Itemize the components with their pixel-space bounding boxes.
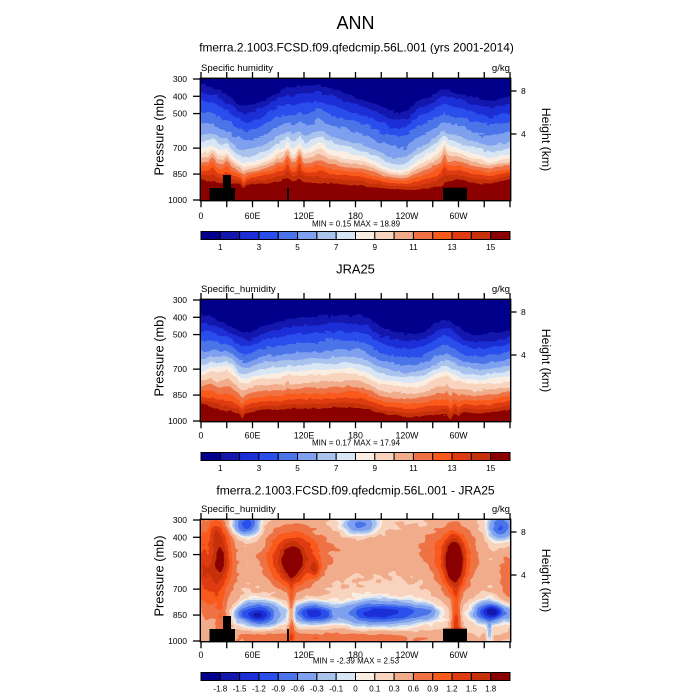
- svg-text:5: 5: [295, 464, 300, 473]
- svg-text:9: 9: [373, 243, 378, 252]
- svg-text:MIN = 0.15 MAX = 18.89: MIN = 0.15 MAX = 18.89: [312, 219, 401, 228]
- svg-text:60E: 60E: [245, 211, 261, 221]
- svg-text:120W: 120W: [396, 211, 420, 221]
- svg-text:0.9: 0.9: [427, 685, 439, 694]
- svg-text:300: 300: [173, 74, 187, 84]
- svg-text:120W: 120W: [396, 431, 420, 441]
- svg-text:700: 700: [173, 584, 187, 594]
- svg-text:400: 400: [173, 312, 187, 322]
- svg-text:180: 180: [348, 431, 363, 441]
- svg-text:g/kg: g/kg: [492, 284, 510, 295]
- svg-text:0: 0: [199, 431, 204, 441]
- svg-text:Specific_humidity: Specific_humidity: [201, 284, 276, 295]
- svg-text:0: 0: [199, 650, 204, 660]
- svg-text:60W: 60W: [449, 431, 468, 441]
- svg-text:0: 0: [199, 211, 204, 221]
- svg-text:Pressure (mb): Pressure (mb): [152, 315, 167, 396]
- svg-text:400: 400: [173, 91, 187, 101]
- svg-text:1000: 1000: [168, 195, 187, 205]
- svg-text:11: 11: [409, 464, 418, 473]
- svg-text:500: 500: [173, 109, 187, 119]
- svg-text:8: 8: [521, 527, 526, 537]
- svg-text:120E: 120E: [294, 650, 315, 660]
- svg-text:120E: 120E: [294, 211, 315, 221]
- svg-text:9: 9: [373, 464, 378, 473]
- svg-text:-1.2: -1.2: [252, 685, 266, 694]
- svg-text:1: 1: [218, 243, 223, 252]
- svg-text:8: 8: [521, 86, 526, 96]
- svg-text:60E: 60E: [245, 431, 261, 441]
- svg-text:500: 500: [173, 550, 187, 560]
- svg-text:3: 3: [257, 243, 262, 252]
- svg-text:MIN = -2.39 MAX = 2.53: MIN = -2.39 MAX = 2.53: [313, 657, 400, 666]
- svg-text:Height (km): Height (km): [539, 108, 553, 172]
- svg-text:1000: 1000: [168, 636, 187, 646]
- svg-text:180: 180: [348, 211, 363, 221]
- svg-text:g/kg: g/kg: [492, 504, 510, 515]
- svg-text:8: 8: [521, 307, 526, 317]
- svg-text:5: 5: [295, 243, 300, 252]
- svg-text:13: 13: [448, 464, 458, 473]
- svg-text:-1.8: -1.8: [213, 685, 227, 694]
- svg-text:850: 850: [173, 169, 187, 179]
- svg-text:15: 15: [486, 464, 496, 473]
- svg-text:15: 15: [486, 243, 496, 252]
- svg-text:850: 850: [173, 390, 187, 400]
- svg-text:11: 11: [409, 243, 418, 252]
- svg-text:0: 0: [353, 685, 358, 694]
- svg-text:850: 850: [173, 610, 187, 620]
- svg-text:Specific humidity: Specific humidity: [201, 63, 273, 74]
- svg-text:1.2: 1.2: [447, 685, 459, 694]
- svg-text:400: 400: [173, 532, 187, 542]
- svg-text:60E: 60E: [245, 650, 261, 660]
- svg-text:fmerra.2.1003.FCSD.f09.qfedcmi: fmerra.2.1003.FCSD.f09.qfedcmip.56L.001 …: [216, 484, 495, 498]
- svg-text:13: 13: [448, 243, 458, 252]
- svg-text:700: 700: [173, 143, 187, 153]
- svg-text:3: 3: [257, 464, 262, 473]
- svg-text:60W: 60W: [449, 650, 468, 660]
- svg-text:180: 180: [348, 650, 363, 660]
- svg-text:ANN: ANN: [336, 13, 374, 33]
- svg-text:4: 4: [521, 129, 526, 139]
- svg-text:120W: 120W: [396, 650, 420, 660]
- svg-text:1.8: 1.8: [485, 685, 497, 694]
- svg-text:4: 4: [521, 350, 526, 360]
- svg-text:fmerra.2.1003.FCSD.f09.qfedcmi: fmerra.2.1003.FCSD.f09.qfedcmip.56L.001 …: [199, 41, 514, 55]
- svg-text:4: 4: [521, 570, 526, 580]
- svg-text:-0.1: -0.1: [329, 685, 343, 694]
- svg-text:300: 300: [173, 515, 187, 525]
- svg-text:-0.6: -0.6: [291, 685, 305, 694]
- svg-text:0.1: 0.1: [369, 685, 381, 694]
- svg-text:60W: 60W: [449, 211, 468, 221]
- svg-text:-0.3: -0.3: [310, 685, 324, 694]
- svg-text:300: 300: [173, 295, 187, 305]
- svg-text:JRA25: JRA25: [336, 262, 375, 277]
- svg-text:700: 700: [173, 364, 187, 374]
- svg-text:MIN = 0.17 MAX = 17.94: MIN = 0.17 MAX = 17.94: [312, 439, 401, 448]
- svg-text:1.5: 1.5: [466, 685, 478, 694]
- svg-text:Height (km): Height (km): [539, 329, 553, 393]
- svg-text:Pressure (mb): Pressure (mb): [152, 94, 167, 175]
- svg-text:7: 7: [334, 464, 339, 473]
- svg-text:Specific_humidity: Specific_humidity: [201, 504, 276, 515]
- svg-text:500: 500: [173, 330, 187, 340]
- svg-text:Pressure (mb): Pressure (mb): [152, 535, 167, 616]
- svg-text:7: 7: [334, 243, 339, 252]
- svg-text:-1.5: -1.5: [233, 685, 247, 694]
- svg-text:1: 1: [218, 464, 223, 473]
- svg-text:0.6: 0.6: [408, 685, 420, 694]
- svg-text:0.3: 0.3: [389, 685, 401, 694]
- svg-text:120E: 120E: [294, 431, 315, 441]
- svg-text:g/kg: g/kg: [492, 63, 510, 74]
- svg-text:-0.9: -0.9: [271, 685, 285, 694]
- svg-text:Height (km): Height (km): [539, 549, 553, 613]
- svg-text:1000: 1000: [168, 416, 187, 426]
